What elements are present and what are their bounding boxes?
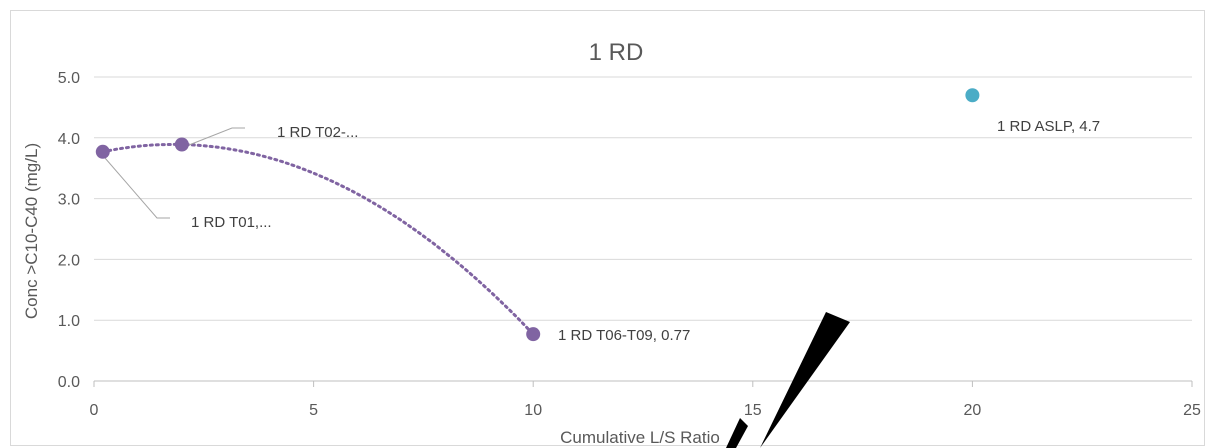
chart-title: 1 RD bbox=[589, 39, 644, 66]
leader-line bbox=[188, 127, 245, 146]
y-tick-label: 5.0 bbox=[58, 70, 80, 87]
x-axis-title: Cumulative L/S Ratio bbox=[560, 428, 720, 447]
x-tick-label: 0 bbox=[90, 402, 99, 419]
x-tick-label: 20 bbox=[964, 402, 982, 419]
data-point bbox=[95, 144, 110, 159]
x-tick-label: 10 bbox=[524, 402, 542, 419]
polynomial-trendline bbox=[101, 142, 535, 336]
data-label: 1 RD T01,... bbox=[191, 214, 272, 231]
y-tick-label: 2.0 bbox=[58, 252, 80, 269]
x-tick-label: 5 bbox=[309, 402, 318, 419]
y-tick-label: 0.0 bbox=[58, 374, 80, 391]
x-tick-label: 25 bbox=[1183, 402, 1201, 419]
y-tick-label: 3.0 bbox=[58, 192, 80, 209]
x-tick-label: 15 bbox=[744, 402, 762, 419]
chart-frame bbox=[10, 10, 1205, 446]
y-axis-title: Conc >C10-C40 (mg/L) bbox=[22, 143, 41, 319]
data-label: 1 RD T06-T09, 0.77 bbox=[558, 327, 690, 344]
leader-line bbox=[104, 157, 170, 219]
watermark-glyph-small bbox=[726, 418, 748, 448]
data-point bbox=[965, 88, 980, 103]
data-label: 1 RD T02-... bbox=[277, 124, 358, 141]
data-point bbox=[174, 137, 189, 152]
data-label: 1 RD ASLP, 4.7 bbox=[997, 118, 1100, 135]
watermark-glyph bbox=[760, 312, 850, 448]
data-point bbox=[526, 327, 541, 342]
y-tick-label: 1.0 bbox=[58, 313, 80, 330]
y-tick-label: 4.0 bbox=[58, 131, 80, 148]
